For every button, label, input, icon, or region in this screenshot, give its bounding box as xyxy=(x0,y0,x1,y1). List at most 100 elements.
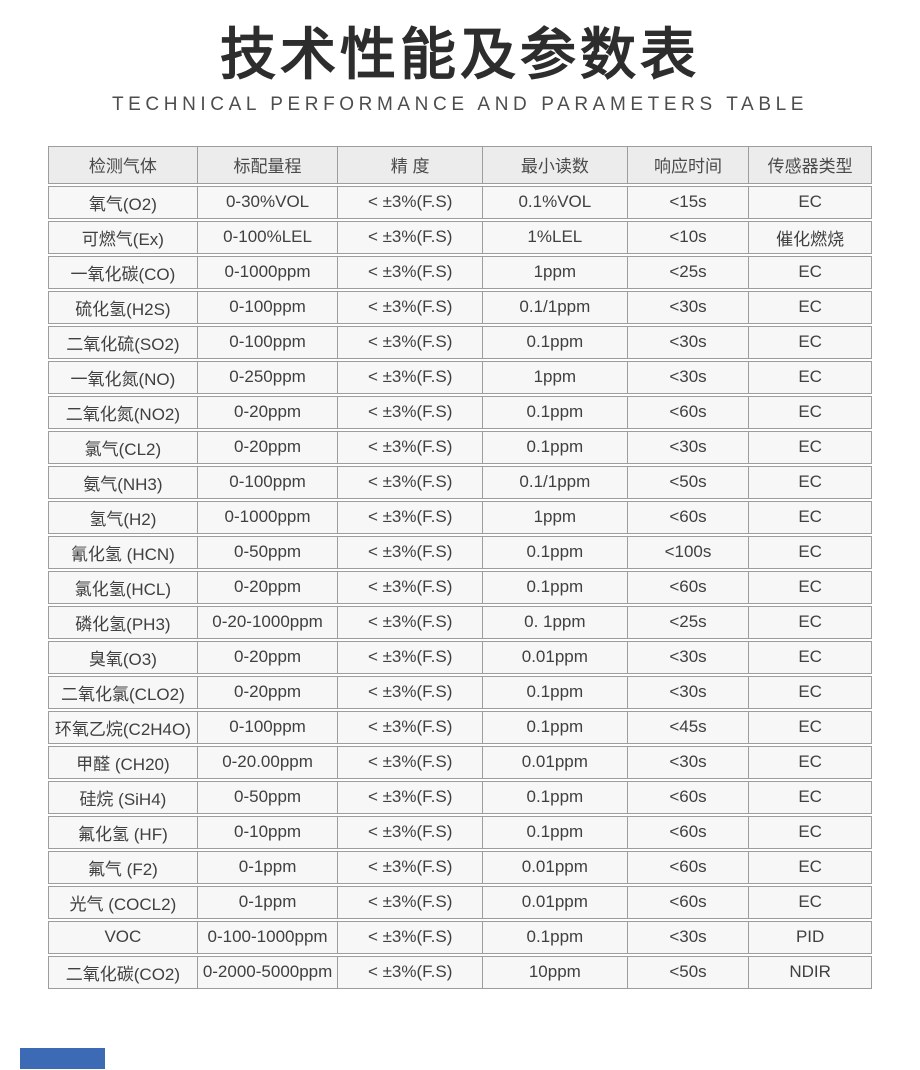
table-cell: 0.1ppm xyxy=(483,431,628,463)
table-row: 二氧化氮(NO2) 0-20ppm < ±3%(F.S) 0.1ppm <60s EC xyxy=(48,395,872,429)
table-row: 氰化氢 (HCN) 0-50ppm < ±3%(F.S) 0.1ppm <100s EC xyxy=(48,535,872,569)
table-cell: 甲醛 (CH20) xyxy=(49,746,198,778)
table-row: 氯化氢(HCL) 0-20ppm < ±3%(F.S) 0.1ppm <60s EC xyxy=(48,570,872,604)
table-row: 一氧化氮(NO) 0-250ppm < ±3%(F.S) 1ppm <30s EC xyxy=(48,360,872,394)
table-cell: <60s xyxy=(628,501,750,533)
table-cell: 光气 (COCL2) xyxy=(49,886,198,918)
table-cell: 0-20ppm xyxy=(198,641,339,673)
table-cell: EC xyxy=(798,507,822,527)
table-cell: 0-20ppm xyxy=(198,676,339,708)
table-cell: EC xyxy=(798,822,822,842)
footer-accent-bar xyxy=(20,1048,105,1069)
table-cell: EC xyxy=(798,717,822,737)
table-cell: 0. 1ppm xyxy=(483,606,628,638)
table-cell: 氟气 (F2) xyxy=(49,851,198,883)
table-cell: 0-1ppm xyxy=(198,851,339,883)
table-cell: 0.1%VOL xyxy=(483,186,628,218)
table-cell: 0-100ppm xyxy=(198,711,339,743)
table-cell: < ±3%(F.S) xyxy=(338,851,483,883)
table-cell: 0-250ppm xyxy=(198,361,339,393)
table-cell: 0-20-1000ppm xyxy=(198,606,339,638)
table-cell: < ±3%(F.S) xyxy=(338,361,483,393)
table-cell: <30s xyxy=(628,431,750,463)
page-title: 技术性能及参数表 xyxy=(220,23,700,86)
table-cell: < ±3%(F.S) xyxy=(338,606,483,638)
table-cell: PID xyxy=(795,927,825,947)
table-header-cell: 检测气体 xyxy=(49,146,198,183)
table-cell: 二氧化硫(SO2) xyxy=(49,326,198,358)
table-cell: <30s xyxy=(628,921,750,953)
table-cell: EC xyxy=(798,857,822,877)
table-cell: < ±3%(F.S) xyxy=(338,886,483,918)
table-cell: 0.1ppm xyxy=(483,781,628,813)
table-cell: 氯气(CL2) xyxy=(49,431,198,463)
table-cell: 氧气(O2) xyxy=(49,186,198,218)
table-cell: 0.1ppm xyxy=(483,816,628,848)
table-cell: 0.1/1ppm xyxy=(483,466,628,498)
table-cell: 0-1000ppm xyxy=(198,256,339,288)
table-row: 甲醛 (CH20) 0-20.00ppm < ±3%(F.S) 0.01ppm <30s… xyxy=(48,745,872,779)
table-cell: < ±3%(F.S) xyxy=(338,781,483,813)
table-cell: < ±3%(F.S) xyxy=(338,536,483,568)
table-cell: <30s xyxy=(628,291,750,323)
table-cell: < ±3%(F.S) xyxy=(338,256,483,288)
table-row: 二氧化硫(SO2) 0-100ppm < ±3%(F.S) 0.1ppm <30s EC xyxy=(48,325,872,359)
table-cell: < ±3%(F.S) xyxy=(338,956,483,988)
table-cell: 二氧化碳(CO2) xyxy=(49,956,198,988)
table-header-cell: 最小读数 xyxy=(483,146,628,183)
table-cell: 二氧化氯(CLO2) xyxy=(49,676,198,708)
table-cell: <50s xyxy=(628,956,750,988)
table-cell: 0-20ppm xyxy=(198,571,339,603)
table-cell: 氢气(H2) xyxy=(49,501,198,533)
table-cell: 磷化氢(PH3) xyxy=(49,606,198,638)
table-cell: <25s xyxy=(628,606,750,638)
table-cell: < ±3%(F.S) xyxy=(338,501,483,533)
table-cell: 0.1ppm xyxy=(483,711,628,743)
table-row: VOC 0-100-1000ppm < ±3%(F.S) 0.1ppm <30s PID xyxy=(48,920,872,954)
table-cell: EC xyxy=(798,892,822,912)
table-row: 氧气(O2) 0-30%VOL < ±3%(F.S) 0.1%VOL <15s EC xyxy=(48,185,872,219)
table-cell: VOC xyxy=(49,921,198,953)
table-cell: 0-10ppm xyxy=(198,816,339,848)
table-row: 氯气(CL2) 0-20ppm < ±3%(F.S) 0.1ppm <30s EC xyxy=(48,430,872,464)
table-cell: EC xyxy=(798,262,822,282)
table-cell: < ±3%(F.S) xyxy=(338,326,483,358)
page-subtitle: TECHNICAL PERFORMANCE AND PARAMETERS TAB… xyxy=(111,93,809,115)
table-cell: <45s xyxy=(628,711,750,743)
table-cell: 硅烷 (SiH4) xyxy=(49,781,198,813)
table-row: 二氧化氯(CLO2) 0-20ppm < ±3%(F.S) 0.1ppm <30s EC xyxy=(48,675,872,709)
table-cell: 1%LEL xyxy=(483,221,628,253)
table-cell: <30s xyxy=(628,326,750,358)
table-cell: EC xyxy=(798,647,822,667)
table-cell: 0.1ppm xyxy=(483,536,628,568)
table-cell: 0.01ppm xyxy=(483,886,628,918)
table-cell: EC xyxy=(798,472,822,492)
table-cell: 0.1ppm xyxy=(483,326,628,358)
table-row: 可燃气(Ex) 0-100%LEL < ±3%(F.S) 1%LEL <10s 催化燃烧 xyxy=(48,220,872,254)
table-cell: < ±3%(F.S) xyxy=(338,571,483,603)
table-cell: 氨气(NH3) xyxy=(49,466,198,498)
table-row: 臭氧(O3) 0-20ppm < ±3%(F.S) 0.01ppm <30s EC xyxy=(48,640,872,674)
table-cell: 1ppm xyxy=(483,256,628,288)
table-cell: <25s xyxy=(628,256,750,288)
table-cell: EC xyxy=(798,787,822,807)
table-cell: 氟化氢 (HF) xyxy=(49,816,198,848)
table-cell: EC xyxy=(798,367,822,387)
table-cell: 0-2000-5000ppm xyxy=(198,956,339,988)
table-cell: 0-50ppm xyxy=(198,781,339,813)
table-cell: <60s xyxy=(628,396,750,428)
table-cell: 0-20.00ppm xyxy=(198,746,339,778)
table-cell: < ±3%(F.S) xyxy=(338,431,483,463)
table-cell: EC xyxy=(798,542,822,562)
table-row: 硅烷 (SiH4) 0-50ppm < ±3%(F.S) 0.1ppm <60s EC xyxy=(48,780,872,814)
title-block: 技术性能及参数表 TECHNICAL PERFORMANCE AND PARAM… xyxy=(0,0,920,116)
table-cell: 一氧化氮(NO) xyxy=(49,361,198,393)
table-cell: EC xyxy=(798,577,822,597)
table-row: 氨气(NH3) 0-100ppm < ±3%(F.S) 0.1/1ppm <50s EC xyxy=(48,465,872,499)
table-cell: <15s xyxy=(628,186,750,218)
table-cell: < ±3%(F.S) xyxy=(338,746,483,778)
table-header-row: 检测气体 标配量程精 度最小读数 响应时间 传感器类型 xyxy=(48,145,872,184)
table-cell: 臭氧(O3) xyxy=(49,641,198,673)
table-cell: <60s xyxy=(628,816,750,848)
table-header-cell: 标配量程 xyxy=(198,146,339,183)
